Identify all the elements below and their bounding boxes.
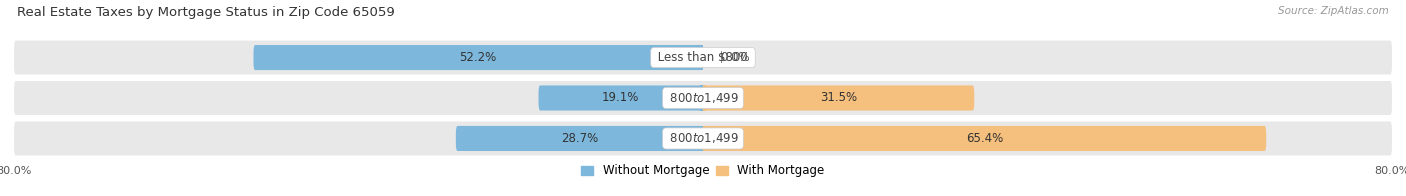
Text: 0.0%: 0.0% [720, 51, 749, 64]
FancyBboxPatch shape [253, 45, 703, 70]
Text: 65.4%: 65.4% [966, 132, 1004, 145]
Bar [703, 85, 706, 111]
Text: 31.5%: 31.5% [820, 92, 858, 104]
FancyBboxPatch shape [456, 126, 703, 151]
Text: Source: ZipAtlas.com: Source: ZipAtlas.com [1278, 6, 1389, 16]
FancyBboxPatch shape [14, 81, 1392, 115]
FancyBboxPatch shape [14, 122, 1392, 155]
FancyBboxPatch shape [703, 126, 1267, 151]
Text: Real Estate Taxes by Mortgage Status in Zip Code 65059: Real Estate Taxes by Mortgage Status in … [17, 6, 395, 19]
Text: 19.1%: 19.1% [602, 92, 640, 104]
FancyBboxPatch shape [703, 85, 974, 111]
FancyBboxPatch shape [538, 85, 703, 111]
Text: Less than $800: Less than $800 [654, 51, 752, 64]
Text: $800 to $1,499: $800 to $1,499 [666, 91, 740, 105]
Text: 52.2%: 52.2% [460, 51, 496, 64]
Bar [700, 126, 703, 151]
Bar [700, 45, 703, 70]
Text: 28.7%: 28.7% [561, 132, 598, 145]
FancyBboxPatch shape [14, 41, 1392, 74]
Text: $800 to $1,499: $800 to $1,499 [666, 132, 740, 145]
Legend: Without Mortgage, With Mortgage: Without Mortgage, With Mortgage [581, 164, 825, 177]
Bar [700, 85, 703, 111]
Bar [703, 126, 706, 151]
